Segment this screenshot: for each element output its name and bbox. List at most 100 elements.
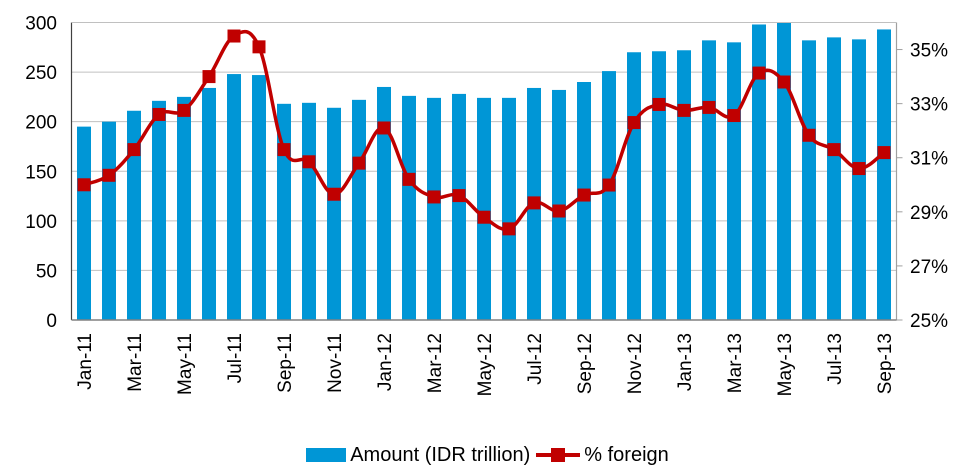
line-marker [552,204,566,218]
bar [327,107,341,321]
x-tick-label: Nov-12 [625,333,646,394]
x-tick-label: May-13 [775,333,796,396]
bar [877,29,891,321]
bar [252,75,266,320]
y-left-tick-label: 200 [25,113,57,134]
line-marker [177,103,191,117]
line-marker [877,146,891,160]
y-right-tick-label: 31% [910,149,948,170]
bar [652,51,666,321]
line-marker [427,190,441,204]
x-tick-label: May-12 [475,333,496,396]
bar [102,121,116,321]
line-marker [127,143,141,157]
y-left-tick-label: 0 [46,311,57,332]
bar [452,93,466,321]
y-right-tick-label: 25% [910,311,948,332]
bar [702,40,716,320]
bar [227,74,241,320]
y-axis-right-labels: 25% 27% 29% 31% 33% 35% [910,41,948,332]
line-marker [502,222,516,236]
bar [402,95,416,320]
line-marker [277,143,291,157]
bar [202,87,216,320]
line-marker [777,75,791,89]
line-marker [252,40,266,54]
y-right-tick-label: 33% [910,95,948,116]
line-marker [377,121,391,135]
line-marker [352,156,366,170]
x-tick-label: Jul-13 [825,333,846,385]
bar [802,40,816,320]
line-marker [527,196,541,210]
y-right-tick-label: 35% [910,41,948,62]
line-marker [702,100,716,114]
x-tick-label: Sep-11 [275,333,296,393]
line-marker [227,29,241,43]
legend-item-amount: Amount (IDR trillion) [306,444,530,467]
legend: Amount (IDR trillion) % foreign [0,440,975,470]
x-tick-label: May-11 [175,333,196,395]
bar [852,39,866,320]
legend-label-amount: Amount (IDR trillion) [350,443,531,466]
line-marker [577,188,591,202]
bar [352,99,366,320]
x-tick-label: Jul-11 [225,333,246,383]
bar [602,71,616,320]
bar [127,110,141,320]
bar [427,97,441,320]
line-marker [727,109,741,123]
line-marker [302,155,316,169]
line-marker [627,116,641,130]
line-marker [77,178,91,192]
bar [152,100,166,320]
bar [677,50,691,321]
line-marker [327,187,341,201]
line-marker [752,66,766,80]
y-left-tick-label: 100 [25,212,57,233]
bar [727,42,741,320]
bar [752,24,766,320]
bar [377,86,391,320]
line-marker [802,128,816,142]
x-tick-label: Jan-12 [375,333,396,391]
line-marker [652,97,666,111]
line-marker [677,103,691,117]
legend-swatch-bar [306,448,347,462]
chart: 0 50 100 150 200 250 300 25% 27% 29% 31% 33% 35% Ja… [25,14,948,397]
line-marker [602,178,616,192]
y-left-tick-label: 300 [25,14,57,35]
line-marker [202,70,216,84]
legend-swatch-line [536,448,581,462]
legend-marker-square-icon [551,448,566,462]
line-marker [477,210,491,224]
bar [502,97,516,320]
legend-label-foreign: % foreign [584,443,669,466]
bar [77,126,91,320]
line-marker [402,172,416,186]
x-tick-label: Mar-13 [725,333,746,393]
x-tick-label: Jan-11 [75,333,96,390]
y-left-tick-label: 250 [25,63,57,84]
axes [70,22,903,321]
legend-item-foreign: % foreign [536,444,669,467]
line-marker [102,168,116,182]
y-right-tick-label: 29% [910,203,948,224]
y-left-tick-label: 150 [25,162,57,183]
x-tick-label: Jul-12 [525,333,546,385]
bar [827,37,841,320]
x-tick-label: Nov-11 [325,333,346,393]
line-marker [852,162,866,176]
line-marker [827,143,841,157]
y-left-tick-label: 50 [36,261,57,282]
line-series-foreign [77,29,891,236]
x-tick-label: Mar-12 [425,333,446,393]
bar [627,52,641,320]
x-tick-label: Sep-12 [575,333,596,394]
y-right-tick-label: 27% [910,257,948,278]
x-axis-labels: Jan-11 Mar-11 May-11 Jul-11 Sep-11 Nov-11 Jan-… [75,333,896,396]
x-tick-label: Jan-13 [675,333,696,391]
x-tick-label: Mar-11 [125,333,146,392]
y-axis-left-labels: 0 50 100 150 200 250 300 [25,14,57,333]
bar [777,22,791,320]
